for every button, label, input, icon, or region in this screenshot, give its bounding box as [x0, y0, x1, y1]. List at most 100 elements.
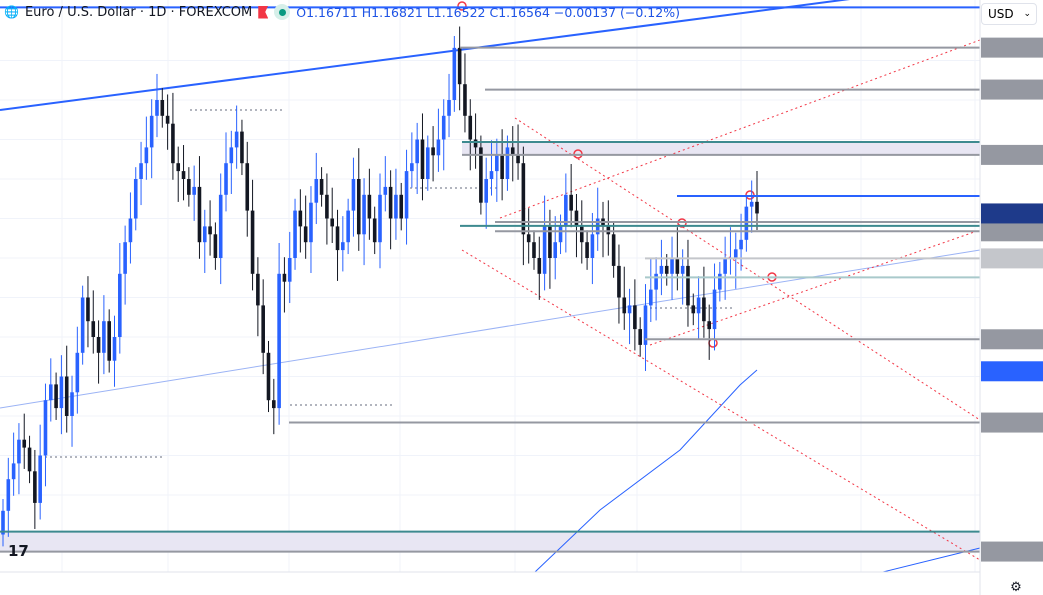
- candle-body: [479, 147, 483, 203]
- candle-body: [282, 273, 287, 282]
- candle-body: [96, 337, 101, 353]
- candle-body: [6, 479, 11, 511]
- candle-body: [696, 297, 701, 314]
- candle-body: [330, 218, 335, 227]
- ma-price-tag-bg: [981, 361, 1043, 382]
- candle-body: [686, 265, 690, 306]
- candle-body: [558, 226, 563, 243]
- candle-body: [617, 265, 621, 298]
- candle-body: [744, 206, 749, 240]
- candle-body: [526, 234, 531, 243]
- candle-body: [441, 115, 446, 140]
- candle-body: [266, 352, 271, 401]
- candle-body: [702, 297, 706, 322]
- channel-line: [461, 249, 981, 561]
- price-tag-bg: [981, 144, 1043, 165]
- candle-body: [33, 471, 37, 503]
- settings-icon: ⚙: [1010, 580, 1022, 595]
- candle-body: [272, 400, 276, 409]
- candle-body: [643, 305, 648, 345]
- candle-body: [287, 258, 292, 282]
- candle-body: [495, 155, 499, 172]
- candle-body: [341, 242, 345, 251]
- candle-body: [256, 273, 260, 306]
- fib-zone: [462, 142, 980, 155]
- candle-body: [245, 163, 250, 211]
- candle-body: [399, 194, 404, 219]
- candle-body: [155, 100, 159, 116]
- candle-body: [590, 234, 595, 258]
- candle-body: [208, 226, 212, 235]
- trendline-upper: [0, 0, 850, 111]
- candle-body: [707, 321, 712, 330]
- candle-body: [404, 171, 409, 219]
- price-tag-bg: [981, 79, 1043, 100]
- candle-body: [622, 297, 627, 314]
- candle-body: [80, 297, 85, 353]
- candle-body: [75, 352, 80, 393]
- candle-body: [457, 47, 462, 85]
- candle-body: [516, 155, 520, 164]
- candle-body: [293, 210, 297, 258]
- flag-icon[interactable]: [258, 5, 269, 19]
- candle-body: [733, 249, 738, 258]
- candle-body: [649, 289, 653, 306]
- candle-body: [59, 376, 64, 409]
- price-tag-bg: [981, 541, 1043, 562]
- candle-body: [611, 234, 616, 266]
- candle-body: [569, 194, 573, 211]
- price-tag-bg: [981, 248, 1043, 269]
- candle-body: [691, 305, 696, 314]
- candle-body: [11, 463, 16, 480]
- candle-body: [675, 258, 680, 274]
- channel-line: [649, 229, 981, 346]
- last-price-tag-bg: [981, 203, 1043, 224]
- candle-body: [70, 392, 74, 416]
- fib-zone: [0, 531, 980, 552]
- candle-body: [718, 273, 722, 290]
- candle-body: [394, 194, 398, 219]
- candle-body: [749, 201, 754, 207]
- candle-body: [473, 139, 478, 148]
- candle-body: [139, 163, 143, 179]
- candle-body: [532, 242, 536, 258]
- candle-body: [553, 242, 558, 258]
- candle-body: [367, 194, 372, 219]
- candle-body: [510, 147, 515, 156]
- candle-body: [102, 321, 106, 353]
- market-open-icon: [274, 4, 291, 20]
- candle-body: [27, 447, 32, 472]
- candle-body: [659, 265, 664, 274]
- price-tag-bg: [981, 37, 1043, 58]
- candle-body: [234, 131, 239, 148]
- candle-body: [356, 179, 361, 235]
- candle-body: [638, 329, 642, 345]
- currency-select[interactable]: USD ⌄: [981, 3, 1037, 25]
- symbol-title[interactable]: Euro / U.S. Dollar · 1D · FOREXCOM: [24, 4, 253, 20]
- candle-body: [128, 218, 133, 243]
- candle-body: [43, 400, 48, 456]
- candle-body: [187, 179, 191, 195]
- candle-body: [319, 179, 324, 195]
- candle-body: [388, 186, 393, 219]
- candle-body: [723, 258, 727, 274]
- channel-line: [514, 117, 981, 421]
- candle-body: [579, 226, 584, 243]
- candle-body: [160, 100, 165, 116]
- tradingview-logo: 17: [8, 542, 29, 560]
- chevron-down-icon: ⌄: [1023, 9, 1031, 19]
- chart-header: 🌐 Euro / U.S. Dollar · 1D · FOREXCOM O1.…: [4, 4, 680, 20]
- candle-body: [463, 84, 467, 116]
- candle-body: [277, 273, 281, 409]
- candle-body: [755, 201, 759, 214]
- pivot-marker: [457, 1, 467, 11]
- candle-body: [335, 226, 340, 251]
- candle-body: [489, 171, 494, 179]
- candle-body: [585, 242, 589, 258]
- candle-body: [468, 115, 473, 140]
- candle-body: [500, 155, 504, 179]
- price-tag-bg: [981, 412, 1043, 433]
- eu-us-flag-icon: 🌐: [4, 5, 19, 19]
- price-tag-bg: [981, 221, 1043, 242]
